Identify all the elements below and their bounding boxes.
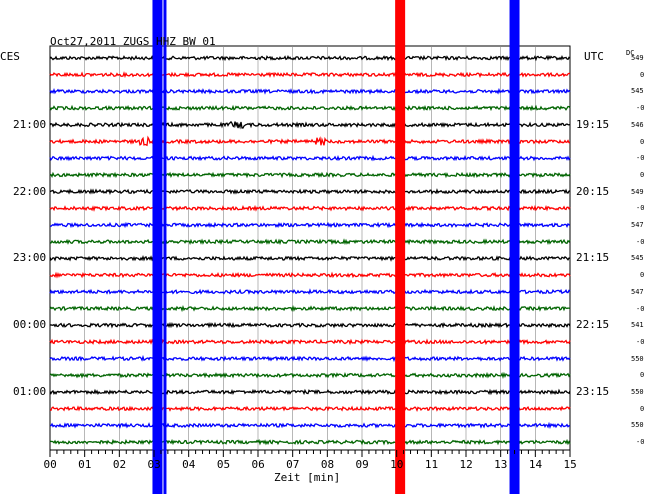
chart-title: Oct27,2011 ZUGS HHZ BW 01 <box>50 35 216 48</box>
dc-value-label: 0 <box>640 404 645 413</box>
x-tick-label: 08 <box>320 458 335 471</box>
x-tick-label: 06 <box>251 458 265 471</box>
seismic-trace <box>49 255 571 262</box>
x-tick-label: 09 <box>355 458 369 471</box>
seismic-trace <box>49 204 571 212</box>
dc-value-label: -0 <box>636 237 645 246</box>
left-time-label: 01:00 <box>13 385 47 398</box>
dc-value-label: -0 <box>636 104 645 113</box>
right-time-label: 19:15 <box>576 117 610 131</box>
seismic-trace <box>49 288 571 296</box>
left-timezone-label: CES <box>0 50 20 63</box>
dc-value-label: 0 <box>640 371 645 380</box>
x-tick-label: 10 <box>390 458 404 471</box>
seismic-trace <box>49 405 571 413</box>
seismic-trace <box>49 438 571 446</box>
seismic-trace <box>49 271 571 279</box>
seismic-trace <box>49 188 571 196</box>
seismic-trace <box>49 135 571 147</box>
seismic-trace <box>49 171 571 179</box>
dc-value-label: 545 <box>631 254 644 263</box>
dc-value-label: 0 <box>640 170 645 179</box>
x-tick-label: 12 <box>459 458 473 471</box>
seismic-trace <box>49 104 571 112</box>
left-time-label: 00:00 <box>13 318 47 332</box>
x-tick-label: 13 <box>494 458 508 471</box>
dc-value-label: 0 <box>640 137 645 146</box>
event-marker-bar <box>395 0 406 494</box>
dc-value-label: -0 <box>636 438 645 447</box>
x-tick-label: 04 <box>182 458 196 471</box>
right-time-label: 21:15 <box>576 251 610 265</box>
dc-value-label: 550 <box>631 388 644 396</box>
x-tick-label: 01 <box>78 458 92 471</box>
seismic-trace <box>49 371 571 380</box>
seismic-trace <box>49 354 571 363</box>
x-tick-label: 03 <box>147 458 161 471</box>
event-marker-bar <box>509 0 520 494</box>
plot-frame <box>49 45 571 451</box>
x-tick-label: 07 <box>286 458 300 471</box>
right-timezone-label: UTC <box>584 50 604 63</box>
dc-value-label: 546 <box>631 120 644 129</box>
x-tick-label: 02 <box>112 458 127 471</box>
seismic-trace <box>49 221 571 229</box>
dc-value-label: 550 <box>631 354 644 363</box>
seismic-trace <box>49 154 571 162</box>
dc-value-label: -0 <box>636 154 645 163</box>
event-marker-bar <box>152 0 163 494</box>
dc-value-label: 549 <box>631 54 644 62</box>
seismic-trace <box>49 338 571 346</box>
seismic-trace <box>49 238 571 246</box>
dc-value-label: 547 <box>631 287 644 296</box>
dc-value-label: 547 <box>631 221 644 229</box>
x-axis-label: Zeit [min] <box>274 471 341 484</box>
right-time-label: 23:15 <box>576 385 610 398</box>
x-tick-label: 11 <box>424 458 439 471</box>
dc-value-label: -0 <box>636 337 645 346</box>
right-time-label: 22:15 <box>576 318 610 332</box>
dc-value-label: 549 <box>631 187 644 196</box>
dc-value-label: 0 <box>640 70 645 79</box>
x-tick-label: 05 <box>216 458 231 471</box>
x-tick-label: 14 <box>528 458 543 471</box>
event-marker-bar <box>163 0 167 494</box>
dc-value-label: 545 <box>631 87 644 96</box>
left-time-label: 21:00 <box>13 117 47 131</box>
right-time-label: 20:15 <box>576 184 610 198</box>
seismic-trace <box>49 54 571 62</box>
left-time-label: 22:00 <box>13 184 47 198</box>
dc-value-label: 541 <box>631 321 644 330</box>
seismic-trace <box>49 421 571 430</box>
seismic-trace <box>49 304 571 313</box>
seismic-trace <box>49 120 571 130</box>
seismic-trace <box>49 321 571 329</box>
dc-label: DC <box>626 49 635 57</box>
left-time-label: 23:00 <box>13 251 47 265</box>
dc-value-label: 550 <box>631 421 644 430</box>
seismic-trace <box>49 71 571 79</box>
x-tick-label: 15 <box>563 458 577 471</box>
dc-value-label: 0 <box>640 271 645 280</box>
dc-value-label: -0 <box>636 304 645 313</box>
x-tick-label: 00 <box>43 458 57 471</box>
seismic-trace <box>49 388 571 396</box>
dc-value-label: -0 <box>636 204 645 213</box>
seismic-trace <box>49 87 571 95</box>
